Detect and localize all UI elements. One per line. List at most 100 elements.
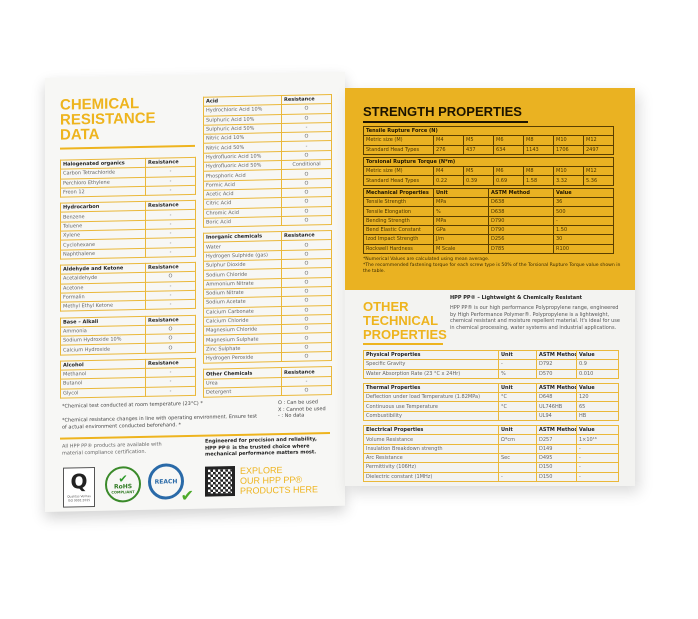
- table-cell: -: [576, 471, 619, 482]
- table-cell: 120: [576, 392, 619, 403]
- column-header: ASTM Method: [536, 425, 577, 436]
- chemical-resistance-sheet: CHEMICAL RESISTANCE DATA Halogenated org…: [45, 71, 345, 513]
- table-cell: M12: [582, 166, 615, 177]
- table-cell: D256: [488, 234, 554, 245]
- table-cell: 634: [493, 144, 524, 155]
- table-row: Specific Gravity - D792 0.9: [363, 359, 619, 370]
- table-row: Methyl Ethyl Ketone -: [60, 299, 196, 312]
- table-row: Naphthalene -: [60, 247, 196, 260]
- table-cell: D638: [488, 206, 554, 217]
- table-cell: Deflection under load Temperature (1.82M…: [363, 392, 499, 403]
- data-table: Base – Alkali Resistance Ammonia O Sodium Hy…: [60, 314, 196, 355]
- table-cell: Continuous use Temperature: [363, 401, 499, 412]
- table-cell: M5: [463, 135, 494, 146]
- column-header: Value: [576, 425, 619, 436]
- table-cell: M Scale: [433, 243, 489, 254]
- table-row: Dielectric constant (1MHz) - D150-: [363, 471, 619, 482]
- table-row: Insulation Breakdown strength D149-: [363, 443, 619, 455]
- table-cell: 0.010: [576, 368, 619, 379]
- table-cell: Dielectric constant (1MHz): [363, 471, 499, 482]
- other-underline: [363, 343, 443, 345]
- table-cell: D792: [536, 359, 577, 370]
- note: *Numerical Values are calculated using m…: [363, 257, 490, 262]
- table-cell: -: [498, 471, 537, 482]
- table-cell: M4: [433, 166, 464, 177]
- table-row: Volume Resistance Ω*cm D257 1×10¹⁶: [363, 434, 619, 445]
- table-cell: 1706: [553, 144, 584, 155]
- table-cell: 5.36: [582, 175, 615, 186]
- table-cell: D790: [488, 224, 554, 236]
- table-row: Freon 12-: [60, 185, 196, 198]
- table-cell: Sec: [498, 452, 537, 464]
- column-header: Unit: [498, 382, 537, 394]
- table-cell: UL94: [536, 410, 577, 422]
- table-header-row: Electrical Properties Unit ASTM Method Valu…: [363, 425, 619, 436]
- table-cell: Bend Elastic Constant: [363, 224, 434, 236]
- table-cell: R100: [553, 243, 614, 254]
- table-cell: D785: [488, 243, 554, 254]
- legend: O : Can be used X : Cannot be used - : N…: [278, 399, 326, 419]
- column-header: Value: [553, 187, 614, 199]
- table-cell: D570: [536, 368, 577, 379]
- table-cell: M10: [553, 166, 584, 177]
- table-cell: Arc Resistance: [363, 452, 499, 464]
- table-cell: Boric Acid: [203, 216, 282, 228]
- properties-sheet: STRENGTH PROPERTIES Tensile Rupture Forc…: [345, 88, 635, 486]
- table-title-row: Tensile Rupture Force (N): [362, 125, 615, 137]
- table-row: Metric size (M) M4 M5 M6 M8 M10 M12: [363, 166, 615, 177]
- table-cell: °C: [498, 392, 537, 403]
- strength-underline: [363, 121, 528, 123]
- table-cell: °C: [498, 401, 537, 412]
- data-table: Acid Resistance Hydrochloric Acid 10% O Sulp…: [203, 94, 332, 228]
- table-cell: O: [145, 342, 196, 354]
- table-cell: Permittivity (106Hz): [363, 462, 499, 473]
- explore-products-link[interactable]: EXPLORE OUR HPP PP® PRODUCTS HERE: [240, 464, 318, 496]
- data-table: Physical Properties Unit ASTM Method Value S…: [363, 349, 619, 379]
- table-cell: 1143: [523, 144, 554, 155]
- qr-code-icon[interactable]: [205, 466, 235, 497]
- table-cell: Water Absorption Rate (23 °C x 24Hr): [363, 368, 499, 379]
- table-cell: [498, 410, 537, 422]
- table-cell: Standard Head Types: [363, 175, 434, 186]
- table-title: Tensile Rupture Force (N): [362, 125, 615, 137]
- column-header: Electrical Properties: [363, 425, 499, 436]
- data-table: Aldehyde and Ketone Resistance Acetaldehyd…: [60, 262, 196, 312]
- table-row: Continuous use Temperature °C UL746HB 65: [363, 401, 619, 412]
- table-cell: %: [498, 368, 537, 379]
- table-cell: -: [498, 359, 537, 370]
- table-row: Permittivity (106Hz) D150-: [363, 462, 619, 473]
- table-cell: O: [281, 385, 332, 396]
- strength-section: STRENGTH PROPERTIES Tensile Rupture Forc…: [345, 88, 635, 290]
- table-header-row: Physical Properties Unit ASTM Method Value: [363, 349, 619, 361]
- column-header: ASTM Method: [536, 382, 577, 394]
- table-cell: D150: [536, 462, 577, 473]
- column-header: Unit: [498, 349, 537, 361]
- table-cell: Insulation Breakdown strength: [363, 443, 499, 455]
- table-cell: Combustibility: [363, 410, 499, 422]
- table-row: Standard Head Types 0.22 0.39 0.69 1.58 3.32 5…: [363, 175, 615, 186]
- table-cell: Hydrogen Peroxide: [203, 352, 282, 364]
- table-row: Rockwell Hardness M Scale D785 R100: [363, 243, 614, 254]
- legend-nodata: - : No data: [278, 412, 305, 420]
- table-cell: 276: [433, 144, 464, 155]
- table-cell: -: [145, 247, 196, 258]
- table-cell: 0.9: [576, 359, 619, 370]
- table-row: Standard Head Types 276 437 634 1143 1706 2497: [363, 144, 615, 155]
- title-underline: [60, 144, 195, 150]
- table-cell: 0.69: [493, 175, 524, 186]
- table-row: Detergent O: [203, 385, 332, 398]
- column-header: Value: [576, 382, 619, 394]
- table-cell: M4: [433, 135, 464, 146]
- table-cell: 0.39: [463, 175, 494, 186]
- column-header: Mechanical Properties: [363, 187, 434, 199]
- check-icon: ✔: [180, 485, 194, 506]
- rohs-compliant-label: COMPLIANT: [111, 490, 135, 495]
- table-cell: Bending Strength: [363, 215, 434, 227]
- table-row: Arc Resistance Sec D495-: [363, 452, 619, 464]
- table-header-row: Mechanical Properties Unit ASTM Method Valu…: [363, 187, 614, 199]
- table-cell: M8: [523, 135, 554, 146]
- table-cell: D790: [488, 215, 554, 227]
- table-cell: MPa: [433, 197, 489, 208]
- title-line: OTHER: [363, 299, 409, 314]
- table-title-row: Torsional Rupture Torque (N*m): [362, 156, 615, 168]
